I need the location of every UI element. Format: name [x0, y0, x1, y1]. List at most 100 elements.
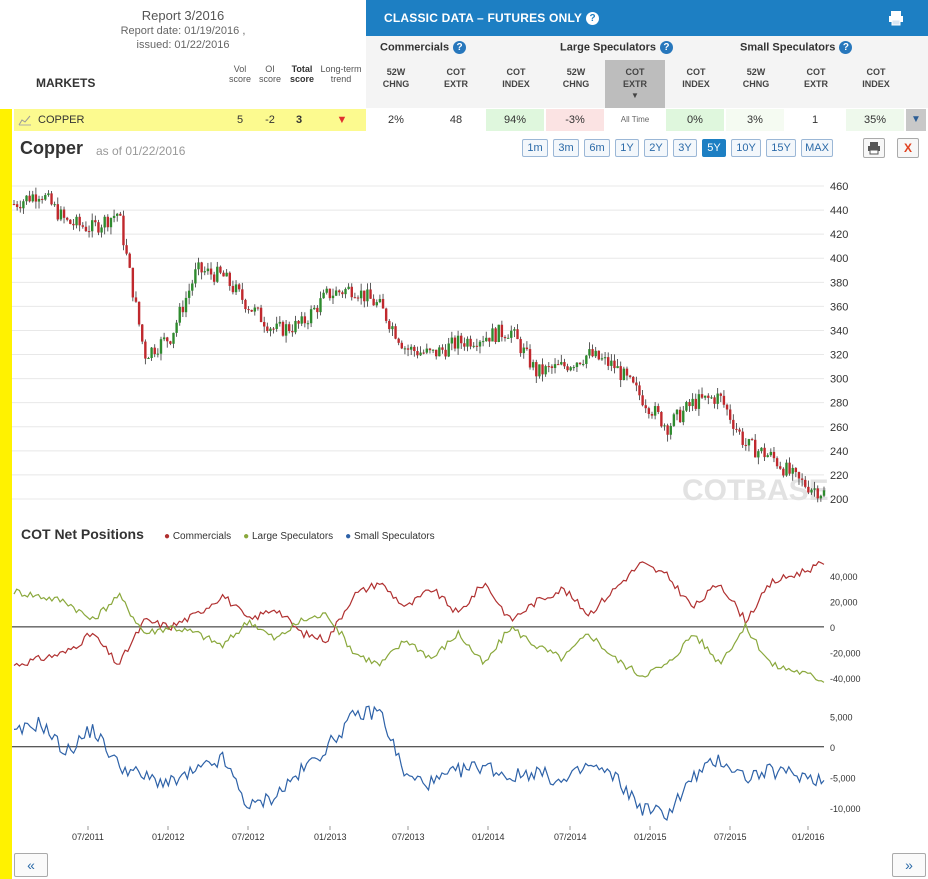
- candle: [819, 495, 823, 499]
- candle: [181, 306, 185, 313]
- candle: [669, 425, 672, 435]
- candle: [275, 323, 278, 330]
- market-name[interactable]: COPPER: [38, 114, 85, 126]
- range-10y-button[interactable]: 10Y: [731, 139, 761, 157]
- candle: [719, 393, 722, 396]
- print-chart-button[interactable]: [863, 138, 885, 158]
- candle: [44, 195, 47, 200]
- y-tick-label: 40,000: [830, 572, 858, 582]
- candle: [700, 394, 704, 398]
- candle: [460, 335, 463, 344]
- candle: [225, 272, 228, 277]
- legend-item[interactable]: ● Commercials: [164, 531, 231, 542]
- candle: [800, 478, 804, 480]
- candle: [178, 306, 181, 323]
- y-tick-label: 360: [830, 301, 848, 313]
- market-row-copper[interactable]: [14, 109, 366, 131]
- y-tick-label: -5,000: [830, 773, 856, 783]
- x-tick-label: 07/2015: [714, 832, 747, 842]
- y-tick-label: 460: [830, 181, 848, 193]
- candle: [206, 268, 210, 272]
- candle: [466, 338, 469, 347]
- candle: [106, 216, 110, 228]
- sort-header-selected[interactable]: COT EXTR ▼: [605, 60, 665, 108]
- close-button[interactable]: X: [897, 138, 919, 158]
- row-dropdown-icon[interactable]: ▼: [906, 109, 926, 131]
- small-index: 35%: [846, 109, 904, 131]
- candle: [175, 322, 178, 333]
- candle: [347, 286, 350, 290]
- candle: [216, 266, 219, 282]
- candle: [334, 290, 338, 296]
- help-icon[interactable]: ?: [453, 41, 467, 54]
- chart-small-icon: [18, 115, 31, 126]
- candle: [725, 404, 729, 410]
- printer-icon[interactable]: [888, 10, 904, 26]
- candle: [331, 295, 335, 299]
- prev-button[interactable]: «: [14, 853, 48, 877]
- candle: [588, 349, 591, 356]
- legend-item[interactable]: ● Small Speculators: [345, 531, 434, 542]
- candle: [281, 321, 285, 336]
- large-chng: -3%: [546, 109, 604, 131]
- candle: [666, 425, 669, 435]
- range-3y-button[interactable]: 3Y: [673, 139, 697, 157]
- candle: [209, 268, 213, 275]
- sort-down-icon: ▼: [631, 91, 639, 100]
- candle: [278, 321, 282, 324]
- candle: [688, 402, 691, 407]
- help-icon[interactable]: ?: [586, 12, 600, 26]
- help-icon[interactable]: ?: [839, 41, 853, 54]
- small-extr: 1: [811, 114, 819, 126]
- candle: [506, 337, 510, 339]
- range-5y-button[interactable]: 5Y: [702, 139, 726, 157]
- candle: [25, 195, 28, 202]
- range-max-button[interactable]: MAX: [801, 139, 833, 157]
- candle: [341, 292, 344, 295]
- comm-index: 94%: [486, 109, 544, 131]
- trend-header: Long-term trend: [320, 64, 362, 84]
- candle: [510, 330, 513, 338]
- candle: [547, 366, 550, 368]
- candle: [284, 324, 288, 336]
- legend-label: Small Speculators: [354, 531, 435, 542]
- y-tick-label: 200: [830, 494, 848, 506]
- range-1m-button[interactable]: 1m: [522, 139, 548, 157]
- candle: [485, 337, 488, 342]
- candle: [435, 349, 438, 357]
- candle: [597, 350, 601, 360]
- candle: [328, 288, 332, 299]
- candle: [716, 393, 719, 404]
- candle: [585, 355, 588, 364]
- x-tick-label: 07/2011: [72, 832, 104, 842]
- range-1y-button[interactable]: 1Y: [615, 139, 639, 157]
- candle: [241, 289, 244, 300]
- candle: [556, 364, 560, 366]
- candle: [757, 451, 760, 458]
- candle: [544, 366, 547, 375]
- candle: [159, 339, 163, 354]
- candle: [625, 368, 629, 376]
- help-icon[interactable]: ?: [659, 41, 673, 54]
- candle: [753, 439, 757, 458]
- candle: [169, 341, 172, 344]
- candle: [15, 204, 19, 207]
- range-6m-button[interactable]: 6m: [584, 139, 610, 157]
- candle: [37, 198, 41, 202]
- candle: [710, 397, 713, 399]
- candle: [259, 307, 263, 323]
- y-tick-label: -20,000: [830, 648, 861, 658]
- range-15y-button[interactable]: 15Y: [766, 139, 796, 157]
- range-3m-button[interactable]: 3m: [553, 139, 579, 157]
- chart-title: Copper: [20, 138, 83, 158]
- candle: [187, 290, 191, 298]
- candle: [538, 364, 541, 377]
- candle: [406, 348, 410, 350]
- legend-item[interactable]: ● Large Speculators: [243, 531, 333, 542]
- range-2y-button[interactable]: 2Y: [644, 139, 668, 157]
- y-tick-label: 380: [830, 277, 848, 289]
- candle: [578, 362, 582, 365]
- candle: [822, 490, 826, 496]
- y-tick-label: 240: [830, 446, 848, 458]
- next-button[interactable]: »: [892, 853, 926, 877]
